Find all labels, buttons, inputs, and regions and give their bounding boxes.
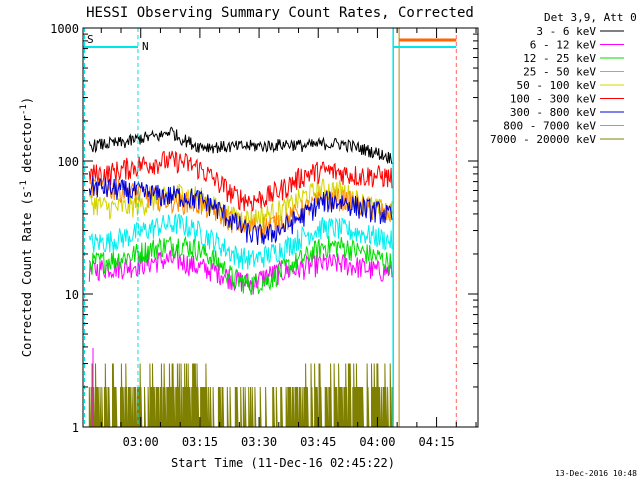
legend-label: 25 - 50 keV	[523, 66, 596, 79]
x-axis-ticks: 03:00 03:15 03:30 03:45 04:00 04:15	[100, 28, 477, 449]
legend-label: 800 - 7000 keV	[503, 120, 596, 133]
legend-label: 6 - 12 keV	[530, 39, 597, 52]
x-tick-label: 03:00	[123, 435, 159, 449]
legend-label: 300 - 800 keV	[510, 106, 596, 119]
series-line	[88, 249, 393, 295]
y-tick-label: 100	[57, 155, 79, 169]
x-tick-label: 03:30	[241, 435, 277, 449]
x-axis-label: Start Time (11-Dec-16 02:45:22)	[171, 456, 395, 470]
y-axis-label: Corrected Count Rate (s-1 detector-1)	[19, 97, 34, 357]
marker-label-n: N	[142, 40, 149, 53]
x-tick-label: 04:00	[359, 435, 395, 449]
y-axis-ticks: 1 10 100 1000	[50, 22, 478, 435]
chart-title: HESSI Observing Summary Count Rates, Cor…	[86, 5, 474, 21]
timestamp: 13-Dec-2016 10:48	[555, 469, 637, 478]
y-tick-label: 1	[72, 421, 79, 435]
annotations-layer: SN	[83, 28, 457, 427]
series-line	[88, 235, 393, 296]
legend-label: 3 - 6 keV	[536, 25, 596, 38]
legend-label: 12 - 25 keV	[523, 52, 596, 65]
series-line	[88, 363, 393, 428]
y-tick-label: 10	[65, 288, 79, 302]
series-line	[88, 213, 393, 270]
series-line	[88, 175, 393, 246]
x-tick-label: 04:15	[419, 435, 455, 449]
legend-label: 100 - 300 keV	[510, 93, 596, 106]
y-tick-label: 1000	[50, 22, 79, 36]
legend-label: 7000 - 20000 keV	[490, 133, 596, 146]
x-tick-label: 03:45	[300, 435, 336, 449]
legend-title: Det 3,9, Att 0	[544, 11, 637, 24]
x-tick-label: 03:15	[182, 435, 218, 449]
series-line	[88, 126, 393, 165]
series-layer	[88, 126, 393, 428]
marker-label-s: S	[87, 33, 94, 46]
plot-frame	[82, 27, 479, 428]
series-line	[88, 150, 393, 212]
legend-label: 50 - 100 keV	[517, 79, 597, 92]
